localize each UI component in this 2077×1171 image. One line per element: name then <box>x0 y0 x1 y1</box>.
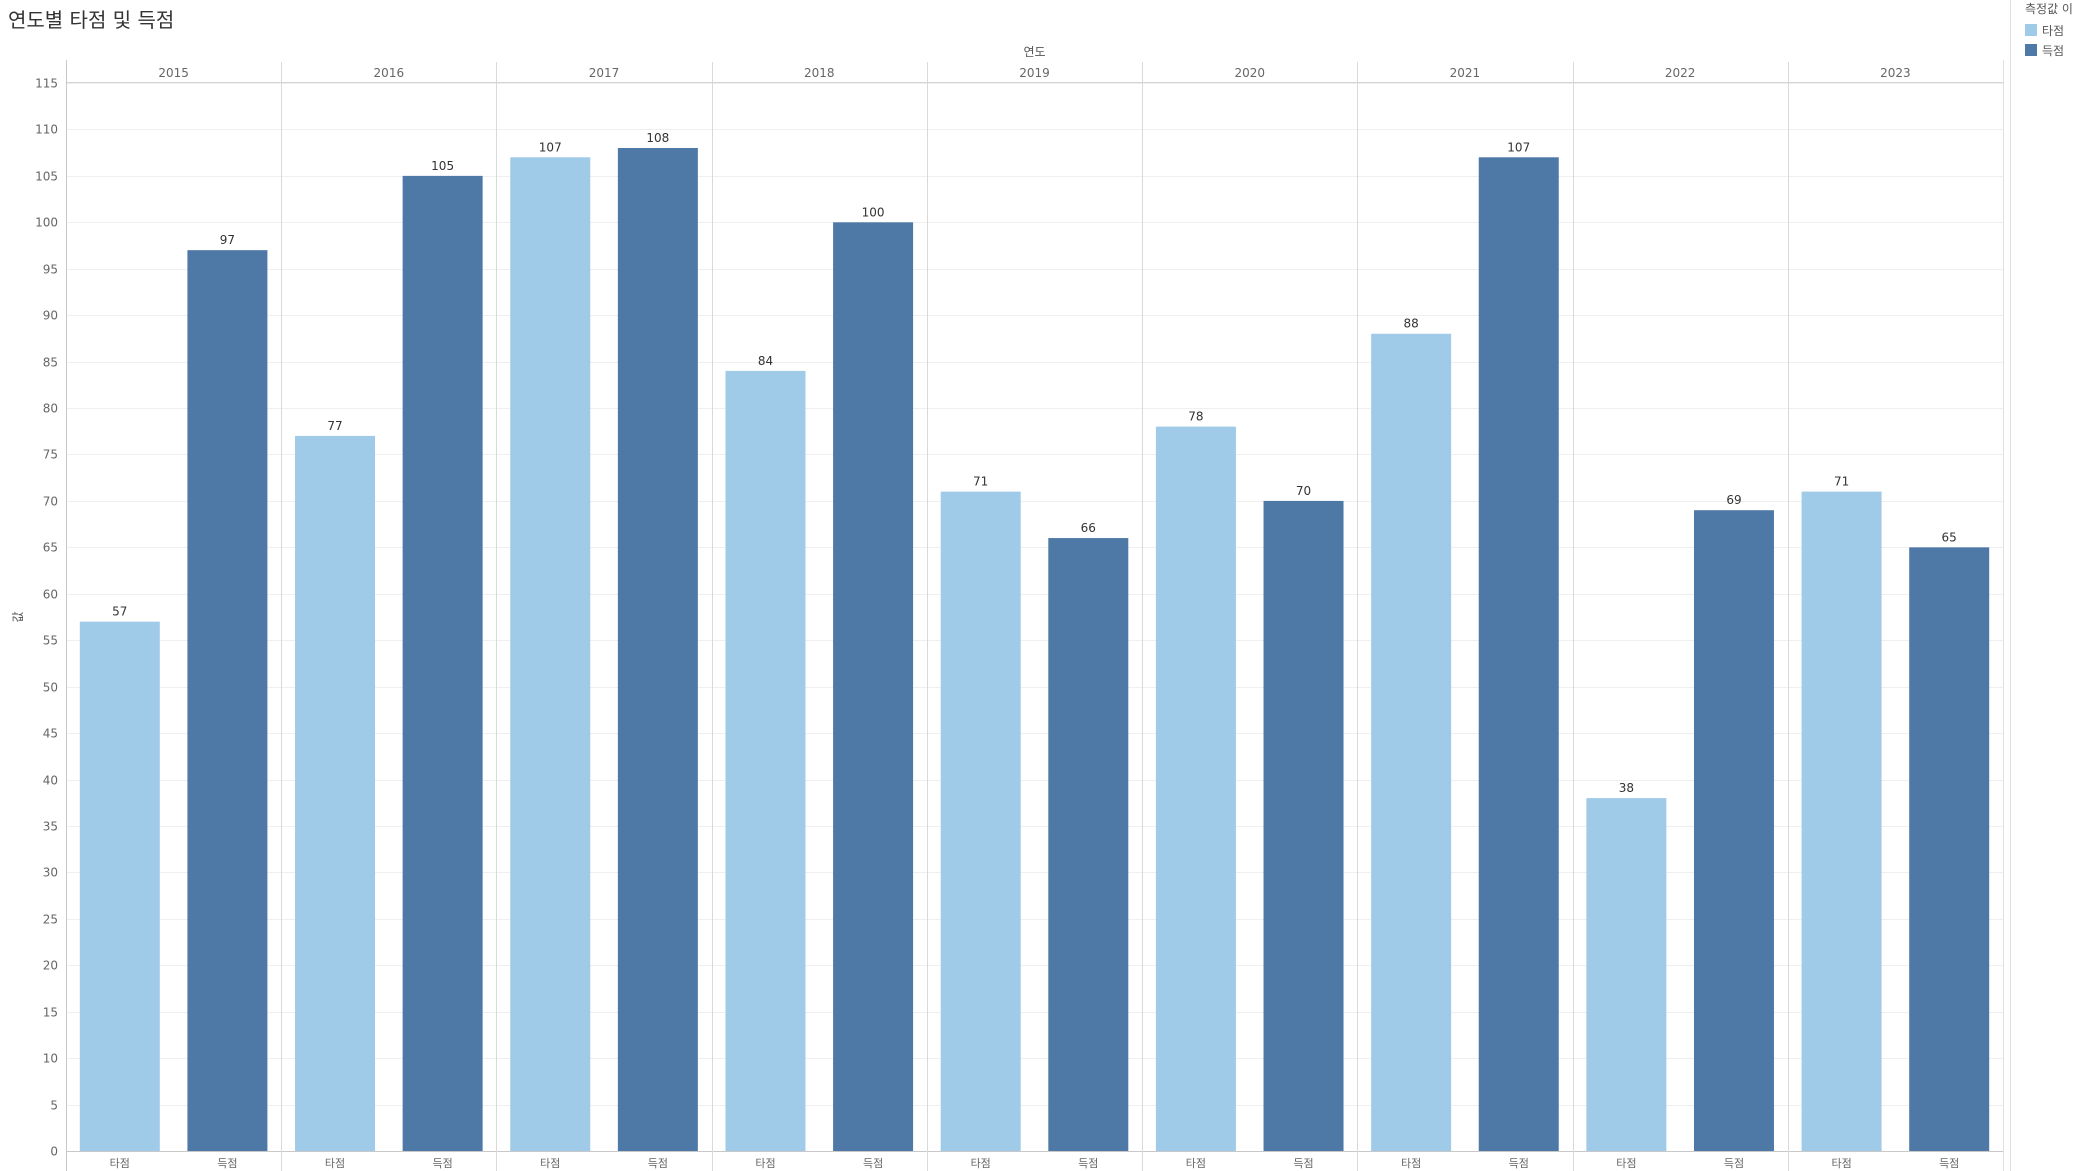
year-header-2017: 2017 <box>589 66 620 80</box>
column-header-label: 연도 <box>1023 45 1045 59</box>
legend-swatch-runs <box>2025 44 2037 56</box>
bar-2017-runs <box>617 148 698 1152</box>
data-label-2019-runs: 66 <box>1081 521 1096 535</box>
year-header-2018: 2018 <box>804 66 835 80</box>
y-axis-title: 값 <box>11 611 25 622</box>
data-label-2020-runs: 70 <box>1296 484 1311 498</box>
y-tick-label: 110 <box>35 123 58 137</box>
x-tick-label: 타점 <box>1401 1157 1421 1170</box>
legend-title: 측정값 이 <box>2025 2 2073 16</box>
bar-2018-runs <box>833 222 914 1152</box>
legend-item-rbi[interactable]: 타점 <box>2025 22 2064 38</box>
y-tick-label: 95 <box>43 263 58 277</box>
year-header-2022: 2022 <box>1665 66 1696 80</box>
y-tick-label: 35 <box>43 820 58 834</box>
x-tick-label: 득점 <box>863 1157 883 1170</box>
y-tick-label: 20 <box>43 959 58 973</box>
data-label-2023-runs: 65 <box>1942 530 1957 544</box>
bar-2023-runs <box>1909 547 1990 1151</box>
y-tick-label: 25 <box>43 913 58 927</box>
data-label-2020-rbi: 78 <box>1188 410 1203 424</box>
x-tick-label: 타점 <box>755 1157 775 1170</box>
year-header-2020: 2020 <box>1234 66 1265 80</box>
y-tick-label: 60 <box>43 588 58 602</box>
bar-2019-runs <box>1048 538 1129 1151</box>
y-tick-label: 45 <box>43 727 58 741</box>
legend-item-runs[interactable]: 득점 <box>2025 42 2064 58</box>
legend-label-runs: 득점 <box>2042 43 2065 58</box>
y-tick-label: 30 <box>43 866 58 880</box>
year-header-2023: 2023 <box>1880 66 1911 80</box>
x-tick-label: 타점 <box>325 1157 345 1170</box>
y-tick-label: 50 <box>43 681 58 695</box>
x-tick-label: 득점 <box>1293 1157 1313 1170</box>
y-tick-label: 0 <box>50 1145 58 1159</box>
x-tick-label: 득점 <box>1724 1157 1744 1170</box>
y-tick-label: 15 <box>43 1006 58 1020</box>
y-tick-label: 40 <box>43 774 58 788</box>
legend: 측정값 이 타점 득점 <box>2010 0 2077 1171</box>
y-tick-label: 80 <box>43 402 58 416</box>
x-tick-label: 득점 <box>433 1157 453 1170</box>
y-tick-label: 90 <box>43 309 58 323</box>
y-tick-label: 10 <box>43 1052 58 1066</box>
y-tick-label: 5 <box>50 1099 58 1113</box>
data-label-2021-rbi: 88 <box>1403 317 1418 331</box>
x-tick-label: 타점 <box>540 1157 560 1170</box>
data-label-2018-rbi: 84 <box>758 354 773 368</box>
data-label-2018-runs: 100 <box>862 205 885 219</box>
data-label-2022-runs: 69 <box>1726 493 1741 507</box>
x-tick-label: 득점 <box>1939 1157 1959 1170</box>
bar-2019-rbi <box>940 491 1021 1151</box>
year-header-2021: 2021 <box>1450 66 1481 80</box>
data-label-2016-runs: 105 <box>431 159 454 173</box>
bar-2016-runs <box>402 175 483 1151</box>
x-tick-label: 타점 <box>110 1157 130 1170</box>
bar-2022-rbi <box>1586 798 1667 1151</box>
y-tick-label: 65 <box>43 541 58 555</box>
year-header-2016: 2016 <box>374 66 405 80</box>
bar-2015-rbi <box>79 621 160 1151</box>
x-tick-label: 타점 <box>971 1157 991 1170</box>
year-header-2015: 2015 <box>158 66 189 80</box>
x-tick-label: 타점 <box>1831 1157 1851 1170</box>
bar-2016-rbi <box>295 435 376 1151</box>
chart-title: 연도별 타점 및 득점 <box>8 8 175 32</box>
bar-2021-runs <box>1478 157 1559 1151</box>
x-tick-label: 득점 <box>648 1157 668 1170</box>
data-label-2021-runs: 107 <box>1507 140 1530 154</box>
data-label-2017-runs: 108 <box>646 131 669 145</box>
bar-chart: 연도 0 5 10 15 20 25 30 35 40 45 50 55 60 65 70 75 80 85 90 95… <box>11 45 2004 1171</box>
y-tick-label: 55 <box>43 634 58 648</box>
legend-swatch-rbi <box>2025 24 2037 36</box>
data-label-2023-rbi: 71 <box>1834 475 1849 489</box>
y-tick-label: 70 <box>43 495 58 509</box>
y-tick-label: 100 <box>35 216 58 230</box>
data-label-2019-rbi: 71 <box>973 475 988 489</box>
y-tick-label: 75 <box>43 448 58 462</box>
bar-2015-runs <box>187 250 268 1151</box>
y-tick-label: 105 <box>35 170 58 184</box>
data-label-2015-runs: 97 <box>220 233 235 247</box>
y-tick-label: 115 <box>35 77 58 91</box>
data-label-2022-rbi: 38 <box>1619 781 1634 795</box>
y-tick-label: 85 <box>43 356 58 370</box>
data-label-2015-rbi: 57 <box>112 605 127 619</box>
bar-2022-runs <box>1693 510 1774 1151</box>
x-tick-label: 타점 <box>1186 1157 1206 1170</box>
data-label-2016-rbi: 77 <box>327 419 342 433</box>
bar-2017-rbi <box>510 157 591 1151</box>
bar-2021-rbi <box>1371 333 1452 1152</box>
x-tick-label: 득점 <box>1078 1157 1098 1170</box>
x-tick-label: 타점 <box>1616 1157 1636 1170</box>
data-label-2017-rbi: 107 <box>539 140 562 154</box>
bar-2020-rbi <box>1155 426 1236 1151</box>
bar-2023-rbi <box>1801 491 1882 1151</box>
year-header-2019: 2019 <box>1019 66 1050 80</box>
legend-label-rbi: 타점 <box>2042 23 2065 38</box>
bar-2020-runs <box>1263 500 1344 1151</box>
x-tick-label: 득점 <box>217 1157 237 1170</box>
bar-2018-rbi <box>725 370 806 1152</box>
x-tick-label: 득점 <box>1509 1157 1529 1170</box>
